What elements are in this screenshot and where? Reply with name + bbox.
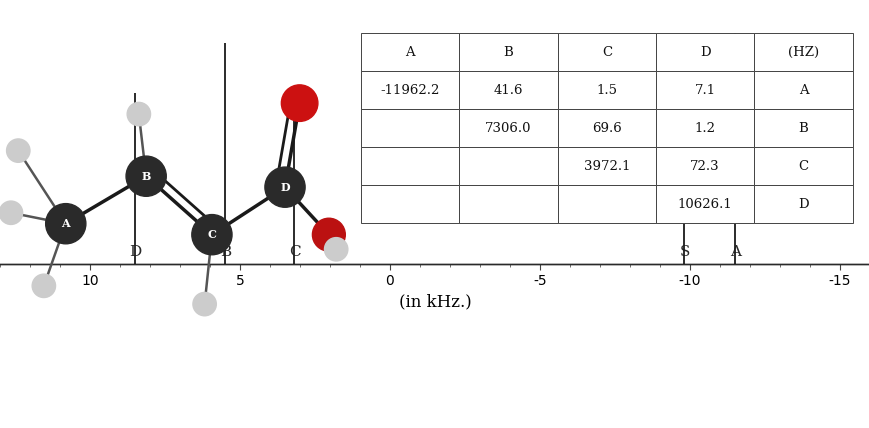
Circle shape: [7, 139, 30, 162]
Text: D: D: [129, 245, 142, 259]
Text: C: C: [289, 245, 301, 259]
Circle shape: [312, 218, 345, 251]
X-axis label: (in kHz.): (in kHz.): [398, 294, 471, 311]
Circle shape: [281, 85, 317, 122]
Circle shape: [324, 238, 348, 261]
Circle shape: [32, 274, 56, 297]
Text: A: A: [730, 245, 740, 259]
Text: B: B: [142, 171, 150, 182]
Circle shape: [191, 214, 232, 255]
Text: C: C: [207, 229, 216, 240]
Circle shape: [127, 102, 150, 126]
Text: B: B: [220, 245, 231, 259]
Circle shape: [46, 204, 86, 244]
Circle shape: [0, 201, 23, 224]
Circle shape: [193, 292, 216, 316]
Circle shape: [126, 156, 166, 196]
Text: S: S: [679, 245, 689, 259]
Text: D: D: [280, 181, 289, 193]
Text: A: A: [62, 218, 70, 229]
Circle shape: [264, 167, 305, 207]
